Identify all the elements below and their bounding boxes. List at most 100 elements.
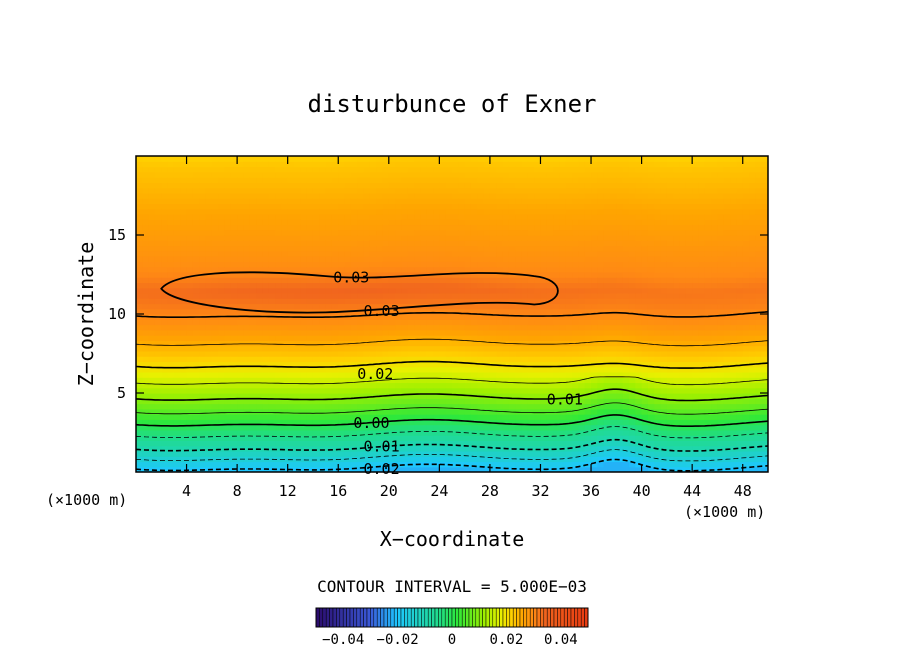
field-cell — [477, 161, 485, 168]
field-cell — [363, 229, 371, 236]
field-cell — [433, 345, 440, 352]
field-cell — [489, 466, 497, 472]
field-cell — [224, 266, 232, 273]
field-cell — [559, 371, 567, 378]
field-cell — [597, 266, 605, 273]
field-cell — [331, 287, 339, 294]
field-cell — [186, 429, 194, 436]
field-cell — [647, 324, 655, 331]
field-cell — [565, 303, 573, 310]
field-cell — [540, 277, 548, 283]
field-cell — [192, 387, 200, 394]
field-cell — [515, 387, 523, 394]
field-cell — [622, 266, 630, 273]
field-cell — [540, 382, 548, 389]
field-cell — [616, 356, 624, 362]
field-cell — [281, 224, 289, 231]
field-cell — [660, 382, 668, 389]
field-cell — [357, 245, 365, 252]
field-cell — [218, 271, 226, 278]
field-cell — [616, 287, 624, 294]
field-cell — [344, 213, 352, 220]
field-cell — [407, 271, 415, 278]
field-cell — [256, 340, 263, 347]
field-cell — [610, 245, 617, 252]
field-cell — [275, 324, 282, 331]
field-cell — [414, 345, 421, 352]
field-cell — [603, 393, 611, 399]
field-cell — [312, 450, 320, 457]
field-cell — [546, 366, 554, 373]
field-cell — [565, 250, 573, 257]
field-cell — [496, 192, 504, 199]
field-cell — [540, 203, 548, 210]
field-cell — [180, 203, 188, 210]
field-cell — [414, 456, 421, 463]
field-cell — [508, 213, 516, 220]
field-cell — [199, 256, 207, 262]
field-cell — [237, 461, 245, 468]
field-cell — [306, 240, 314, 247]
field-cell — [376, 213, 384, 220]
field-cell — [654, 156, 662, 162]
field-cell — [635, 277, 643, 283]
field-cell — [439, 219, 447, 226]
field-cell — [572, 266, 579, 273]
field-cell — [420, 266, 428, 273]
field-cell — [458, 182, 466, 189]
field-cell — [540, 403, 548, 410]
field-cell — [294, 245, 301, 252]
field-cell — [136, 393, 143, 399]
field-cell — [148, 345, 156, 352]
field-cell — [521, 192, 529, 199]
field-cell — [363, 240, 371, 247]
field-cell — [275, 161, 282, 168]
field-cell — [167, 440, 175, 447]
field-cell — [660, 445, 668, 452]
field-cell — [275, 235, 282, 241]
field-cell — [407, 245, 415, 252]
field-cell — [268, 324, 276, 331]
field-cell — [439, 229, 447, 236]
field-cell — [148, 440, 156, 447]
field-cell — [597, 450, 605, 457]
field-cell — [312, 403, 320, 410]
field-cell — [616, 377, 624, 384]
field-cell — [622, 440, 630, 447]
field-cell — [603, 271, 611, 278]
field-cell — [243, 440, 251, 447]
field-cell — [218, 224, 226, 231]
field-cell — [433, 192, 440, 199]
field-cell — [167, 377, 175, 384]
field-cell — [211, 403, 219, 410]
field-cell — [154, 287, 162, 294]
field-cell — [565, 398, 573, 405]
field-cell — [167, 156, 175, 162]
field-cell — [553, 213, 561, 220]
field-cell — [401, 466, 409, 472]
field-cell — [610, 192, 617, 199]
field-cell — [281, 371, 289, 378]
field-cell — [161, 303, 169, 310]
field-cell — [199, 219, 207, 226]
field-cell — [489, 345, 497, 352]
field-cell — [540, 319, 548, 326]
field-cell — [628, 156, 636, 162]
field-cell — [363, 224, 371, 231]
field-cell — [534, 266, 542, 273]
field-cell — [256, 245, 263, 252]
field-cell — [173, 456, 181, 463]
field-cell — [584, 271, 592, 278]
field-cell — [616, 361, 624, 368]
field-cell — [376, 224, 384, 231]
field-cell — [319, 156, 327, 162]
field-cell — [268, 292, 276, 299]
field-cell — [553, 235, 561, 241]
field-cell — [628, 398, 636, 405]
field-cell — [281, 177, 289, 183]
field-cell — [584, 266, 592, 273]
field-cell — [445, 387, 453, 394]
field-cell — [275, 450, 282, 457]
field-cell — [369, 256, 377, 262]
field-cell — [433, 361, 440, 368]
